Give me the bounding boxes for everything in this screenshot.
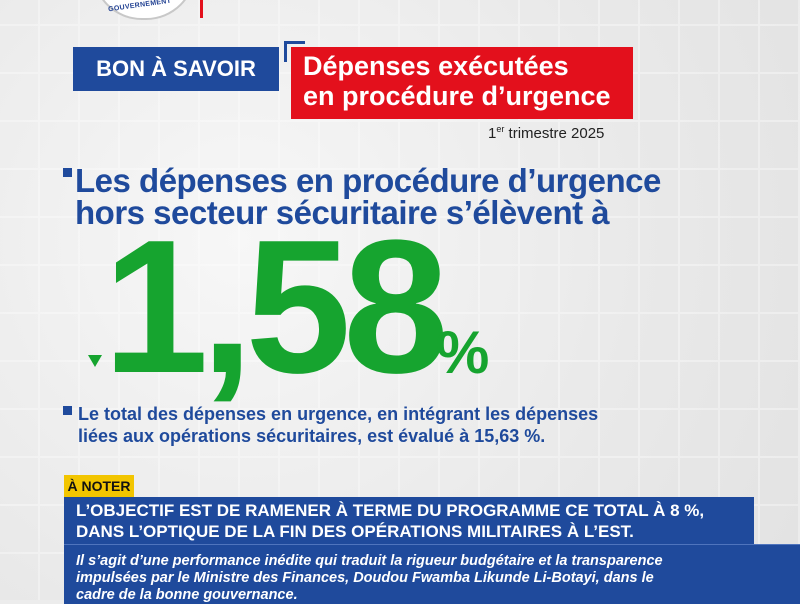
bullet-square-icon	[63, 406, 72, 415]
note-divider	[64, 544, 800, 545]
key-figure-unit: %	[436, 319, 490, 386]
detail-statement: Le total des dépenses en urgence, en int…	[78, 403, 718, 447]
period-text: trimestre 2025	[504, 125, 605, 142]
logo-divider	[200, 0, 203, 18]
bullet-square-icon	[63, 168, 72, 177]
note-body: Il s’agit d’une performance inédite qui …	[64, 544, 800, 604]
note-label: À NOTER	[64, 475, 134, 497]
main-statement-line-2: hors secteur sécuritaire s’élèvent à	[75, 194, 610, 231]
trend-down-icon	[88, 355, 102, 367]
note-objective-line-1: L’OBJECTIF EST DE RAMENER À TERME DU PRO…	[76, 501, 705, 520]
main-statement: Les dépenses en procédure d’urgence hors…	[75, 162, 715, 231]
main-statement-line-1: Les dépenses en procédure d’urgence	[75, 162, 661, 199]
bon-a-savoir-badge: BON À SAVOIR	[73, 47, 279, 91]
period-label: 1er trimestre 2025	[488, 124, 604, 142]
note-objective-line-2: DANS L’OPTIQUE DE LA FIN DES OPÉRATIONS …	[76, 522, 634, 541]
key-figure-value: 1,58	[103, 201, 449, 413]
detail-line-1: Le total des dépenses en urgence, en int…	[78, 404, 599, 424]
detail-line-2: liées aux opérations sécuritaires, est é…	[78, 426, 546, 446]
period-number: 1	[488, 125, 497, 142]
title-line-2: en procédure d’urgence	[303, 81, 611, 111]
title-corner-accent	[284, 41, 305, 62]
note-body-line-2: impulsées par le Ministre des Finances, …	[76, 570, 654, 586]
note-objective: L’OBJECTIF EST DE RAMENER À TERME DU PRO…	[64, 497, 754, 544]
note-body-line-1: Il s’agit d’une performance inédite qui …	[76, 553, 663, 569]
title-line-1: Dépenses exécutées	[303, 51, 569, 81]
period-superscript: er	[496, 124, 505, 134]
page-title: Dépenses exécutées en procédure d’urgenc…	[291, 47, 633, 119]
note-body-line-3: cadre de la bonne gouvernance.	[76, 587, 298, 603]
